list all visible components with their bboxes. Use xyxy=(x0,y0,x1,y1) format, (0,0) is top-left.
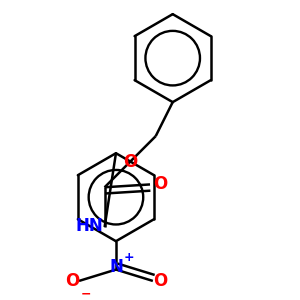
Text: O: O xyxy=(153,176,167,194)
Text: O: O xyxy=(153,272,167,290)
Text: +: + xyxy=(123,251,134,264)
Text: HN: HN xyxy=(75,217,103,235)
Text: O: O xyxy=(123,153,137,171)
Text: N: N xyxy=(109,258,123,276)
Text: O: O xyxy=(65,272,79,290)
Text: −: − xyxy=(81,287,92,300)
